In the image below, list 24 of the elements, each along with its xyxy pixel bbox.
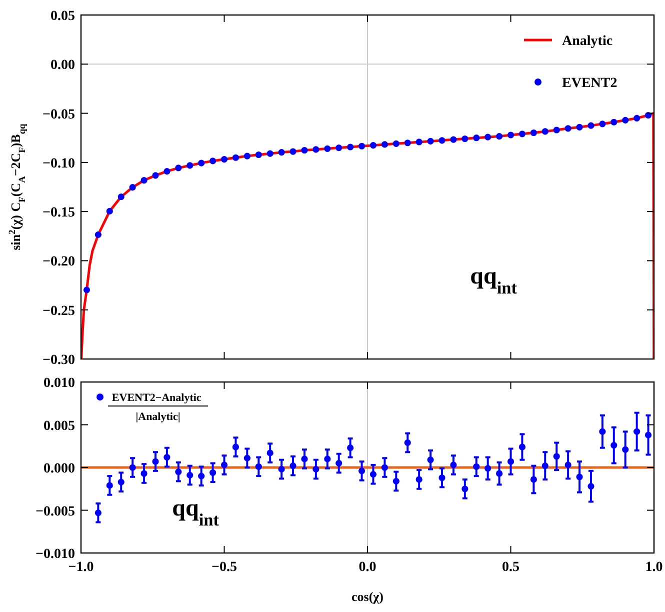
legend-label: Analytic — [562, 34, 613, 49]
y-tick-label: −0.010 — [36, 547, 75, 562]
y-tick-label: −0.20 — [42, 254, 75, 270]
y-tick-label: 0.010 — [44, 376, 75, 391]
x-tick-label: 0.5 — [502, 560, 520, 575]
y-tick-label: −0.10 — [42, 156, 75, 172]
y-tick-label: −0.15 — [42, 206, 75, 221]
y-tick-label: 0.000 — [44, 462, 75, 476]
y-tick-label: 0.05 — [50, 9, 75, 24]
y-tick-label: 0.00 — [50, 58, 75, 74]
x-axis-title: cos(χ) — [352, 589, 384, 604]
y-tick-label: −0.30 — [42, 353, 75, 368]
x-tick-label: −0.5 — [212, 560, 237, 575]
y-tick-label: −0.05 — [42, 107, 75, 122]
annotation: qq$_{int}$ — [172, 495, 220, 529]
y-tick-label: 0.005 — [44, 418, 75, 434]
x-tick-label: 0.0 — [358, 560, 376, 575]
y-tick-label: −0.25 — [42, 304, 75, 319]
legend-label: EVENT2 — [562, 76, 618, 91]
legend-label: EVENT2−Analytic |Analytic| — [112, 392, 204, 423]
x-tick-label: 1.0 — [645, 560, 663, 575]
x-tick-label: −1.0 — [68, 560, 94, 575]
annotation: qq$_{int}$ — [470, 263, 518, 297]
y-tick-label: −0.005 — [36, 504, 75, 520]
